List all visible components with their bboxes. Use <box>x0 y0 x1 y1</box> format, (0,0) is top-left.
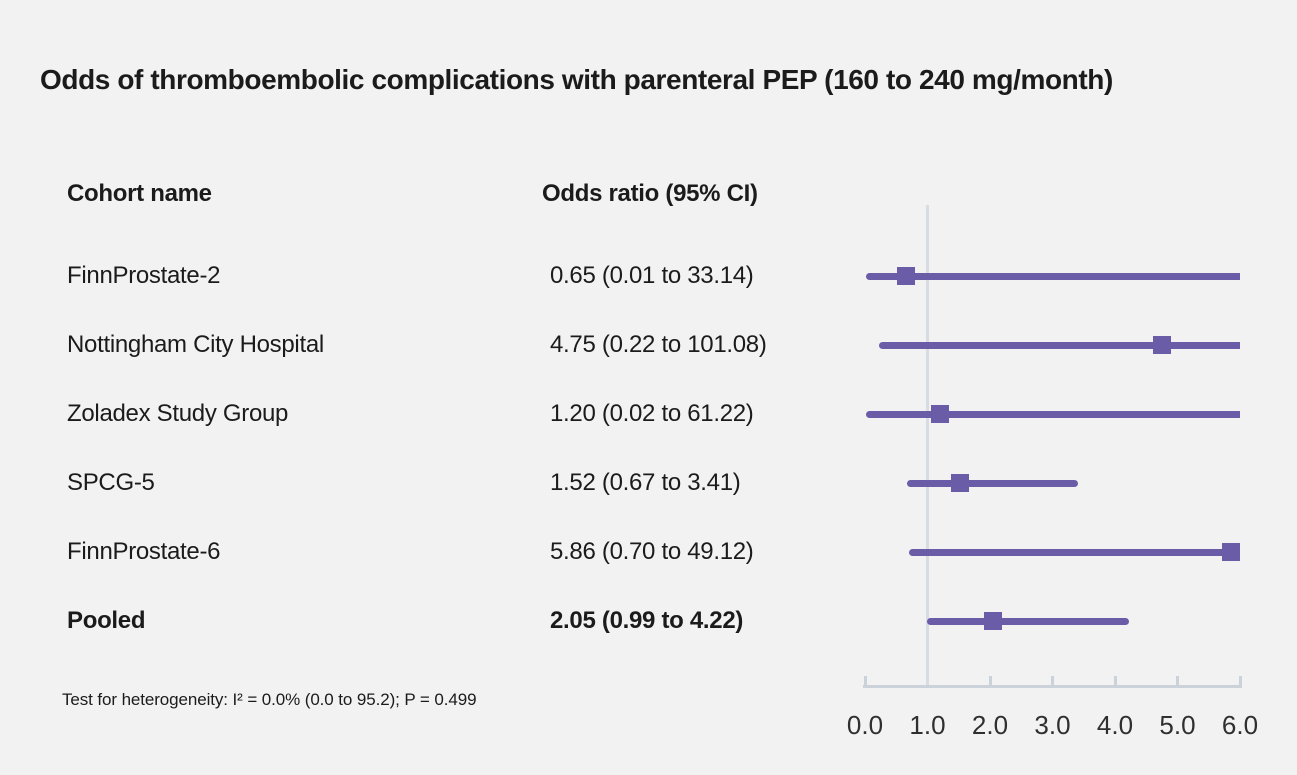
confidence-interval-line <box>865 272 1240 280</box>
confidence-interval-line <box>908 548 1240 556</box>
cohort-label: FinnProstate-2 <box>67 262 221 289</box>
confidence-interval-line <box>906 479 1079 487</box>
x-axis-tick-label: 2.0 <box>971 710 1009 740</box>
odds-ratio-value: 1.52 (0.67 to 3.41) <box>550 469 741 496</box>
odds-ratio-value: 2.05 (0.99 to 4.22) <box>550 607 744 634</box>
x-axis-tick-label: 0.0 <box>846 710 884 740</box>
cohort-label: FinnProstate-6 <box>67 538 221 565</box>
x-axis-tick <box>988 676 992 688</box>
cohort-label: SPCG-5 <box>67 469 155 496</box>
x-axis-tick <box>863 676 867 688</box>
x-axis-tick-label: 4.0 <box>1096 710 1134 740</box>
point-estimate-marker <box>1222 543 1241 561</box>
odds-ratio-value: 1.20 (0.02 to 61.22) <box>550 400 754 427</box>
x-axis-tick-label: 1.0 <box>909 710 946 740</box>
x-axis-tick <box>1113 676 1117 688</box>
cohort-label: Zoladex Study Group <box>67 400 289 427</box>
x-axis-tick-label: 5.0 <box>1159 710 1196 740</box>
cohort-label: Nottingham City Hospital <box>67 331 324 358</box>
figure-title: Odds of thromboembolic complications wit… <box>40 64 1113 95</box>
point-estimate-marker <box>931 405 949 423</box>
odds-ratio-value: 0.65 (0.01 to 33.14) <box>550 262 754 289</box>
x-axis-tick <box>1176 676 1179 688</box>
x-axis-tick-label: 3.0 <box>1034 710 1071 740</box>
odds-ratio-value: 5.86 (0.70 to 49.12) <box>550 538 754 565</box>
odds-ratio-value: 4.75 (0.22 to 101.08) <box>550 331 767 358</box>
column-header-cohort-name: Cohort name <box>67 180 212 207</box>
reference-line-or-1 <box>926 205 929 688</box>
heterogeneity-footnote: Test for heterogeneity: I² = 0.0% (0.0 t… <box>62 690 477 709</box>
confidence-interval-line <box>878 341 1240 349</box>
point-estimate-marker <box>896 267 915 285</box>
confidence-interval-line <box>866 410 1240 418</box>
x-axis-tick <box>1051 676 1054 688</box>
cohort-label: Pooled <box>67 607 146 634</box>
point-estimate-marker <box>951 474 969 492</box>
x-axis-tick <box>1238 676 1242 688</box>
confidence-interval-line <box>926 617 1129 625</box>
point-estimate-marker <box>984 612 1003 630</box>
x-axis-tick-label: 6.0 <box>1221 710 1259 740</box>
point-estimate-marker <box>1152 336 1171 354</box>
column-header-odds-ratio: Odds ratio (95% CI) <box>542 180 758 207</box>
